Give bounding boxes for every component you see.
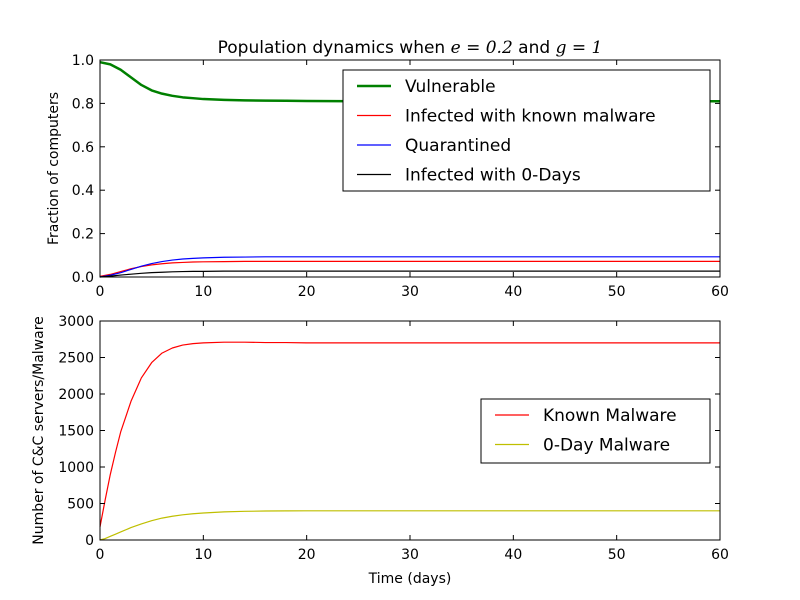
x-tick-label: 60: [711, 547, 729, 563]
x-tick-label: 20: [298, 547, 316, 563]
title-var-e: e: [451, 38, 461, 58]
y-tick-label: 0.2: [72, 227, 94, 243]
title-mid: and: [513, 38, 556, 58]
series-line-2: [99, 256, 720, 278]
y-axis-label: Fraction of computers: [46, 92, 62, 245]
series-line-3: [99, 270, 720, 278]
series-line-0: [99, 341, 720, 527]
legend-label-1: 0-Day Malware: [543, 436, 670, 456]
legend-label-2: Quarantined: [405, 136, 511, 156]
x-tick-label: 10: [194, 284, 212, 300]
x-tick-label: 40: [504, 284, 522, 300]
x-tick-label: 0: [96, 547, 105, 563]
y-axis-label: Number of C&C servers/Malware: [31, 316, 47, 545]
legend-label-3: Infected with 0-Days: [405, 166, 581, 186]
x-tick-label: 60: [711, 284, 729, 300]
x-axis-label: Time (days): [368, 571, 452, 587]
y-tick-label: 2000: [58, 387, 94, 403]
y-tick-label: 1.0: [72, 53, 94, 69]
x-tick-label: 50: [608, 284, 626, 300]
legend-label-0: Known Malware: [543, 406, 677, 426]
y-tick-label: 500: [67, 497, 94, 513]
x-tick-label: 0: [96, 284, 105, 300]
title-prefix: Population dynamics when: [218, 38, 451, 58]
y-tick-label: 1500: [58, 424, 94, 440]
y-tick-label: 0.0: [72, 270, 94, 286]
top-chart-title: Population dynamics when e = 0.2 and g =…: [218, 38, 603, 58]
x-tick-label: 30: [401, 547, 419, 563]
title-eq-g: = 1: [566, 38, 602, 58]
legend-label-0: Vulnerable: [405, 77, 496, 97]
title-var-g: g: [556, 38, 567, 58]
x-tick-label: 30: [401, 284, 419, 300]
legend: Known Malware 0-Day Malware: [480, 398, 711, 464]
y-tick-label: 0.6: [72, 140, 94, 156]
legend-box: [342, 69, 711, 192]
bottom-chart: 0 10 20 30 40 50 60 0 500 1000 1500 2000 2500 3000 Num…: [31, 314, 729, 587]
y-tick-label: 0.8: [72, 96, 94, 112]
legend: Vulnerable Infected with known malware Qua…: [342, 69, 711, 192]
y-tick-label: 3000: [58, 314, 94, 330]
legend-label-1: Infected with known malware: [405, 107, 656, 127]
x-tick-label: 20: [298, 284, 316, 300]
y-tick-label: 0.4: [72, 183, 94, 199]
x-tick-label: 40: [504, 547, 522, 563]
x-tick-label: 10: [194, 547, 212, 563]
y-tick-label: 1000: [58, 460, 94, 476]
top-chart: 0 10 20 30 40 50 60 0.0 0.2 0.4 0.6 0.8 1.0 Fraction …: [46, 53, 729, 300]
y-tick-label: 0: [85, 533, 94, 549]
legend-box: [480, 398, 711, 464]
series-line-1: [99, 510, 720, 541]
y-tick-label: 2500: [58, 351, 94, 367]
title-eq-e: = 0.2: [461, 38, 513, 58]
x-tick-label: 50: [608, 547, 626, 563]
